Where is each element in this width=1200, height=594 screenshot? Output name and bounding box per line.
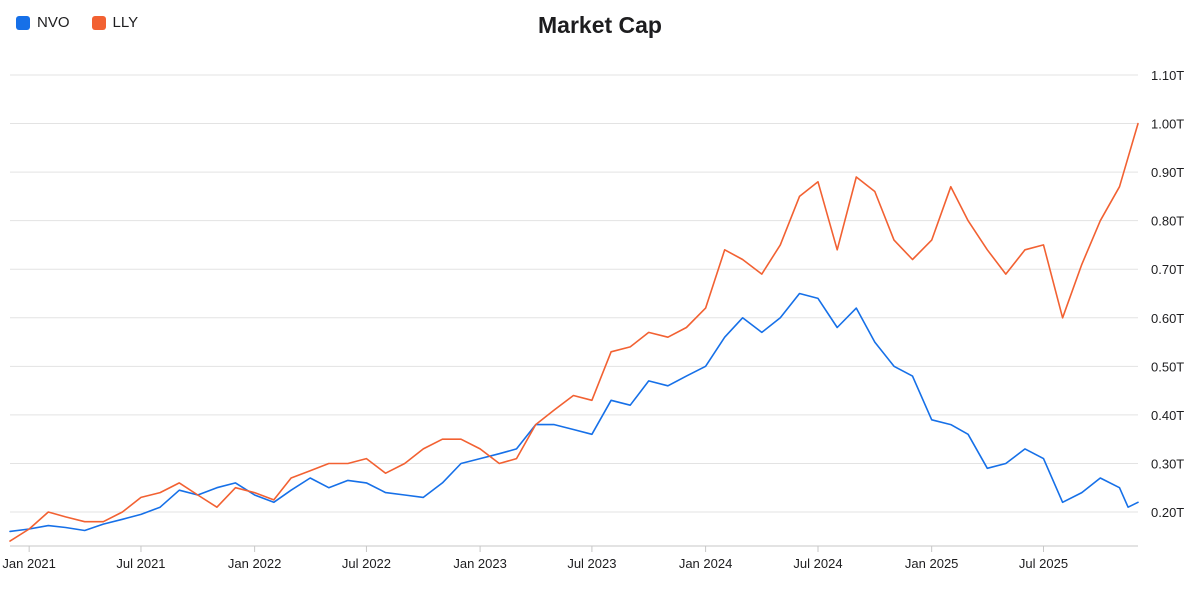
y-tick-label: 0.30T	[1151, 456, 1184, 471]
legend-label-lly: LLY	[112, 14, 139, 31]
chart-title: Market Cap	[538, 12, 662, 38]
x-tick-label: Jul 2021	[116, 556, 165, 571]
x-axis-ticks: Jan 2021 Jul 2021 Jan 2022 Jul 2022 Jan 2023…	[2, 546, 1068, 571]
y-tick-label: 0.50T	[1151, 359, 1184, 374]
x-tick-label: Jan 2021	[2, 556, 56, 571]
series-line-lly	[9, 122, 1139, 542]
x-tick-label: Jul 2023	[567, 556, 616, 571]
legend-item-nvo[interactable]: NVO	[16, 14, 70, 31]
y-axis-ticks: 0.20T 0.30T 0.40T 0.50T 0.60T 0.70T 0.80T 0.90T…	[1151, 68, 1184, 520]
x-tick-label: Jul 2022	[342, 556, 391, 571]
x-tick-label: Jan 2023	[453, 556, 507, 571]
x-tick-label: Jan 2025	[905, 556, 959, 571]
series-lines	[9, 122, 1139, 542]
y-tick-label: 0.40T	[1151, 408, 1184, 423]
y-tick-label: 0.70T	[1151, 262, 1184, 277]
legend: NVO LLY	[16, 14, 138, 31]
y-tick-label: 1.10T	[1151, 68, 1184, 83]
nvo-swatch	[16, 15, 30, 30]
series-line-nvo	[9, 292, 1139, 533]
lly-swatch	[91, 15, 106, 30]
x-tick-label: Jul 2024	[793, 556, 842, 571]
legend-item-lly[interactable]: LLY	[91, 14, 139, 31]
y-tick-label: 0.90T	[1151, 165, 1184, 180]
y-tick-label: 0.20T	[1151, 505, 1184, 520]
x-tick-label: Jan 2024	[679, 556, 733, 571]
y-tick-label: 0.60T	[1151, 311, 1184, 326]
x-tick-label: Jul 2025	[1019, 556, 1068, 571]
y-tick-label: 0.80T	[1151, 214, 1184, 229]
x-tick-label: Jan 2022	[228, 556, 282, 571]
gridlines	[10, 74, 1138, 547]
legend-label-nvo: NVO	[37, 14, 70, 31]
y-tick-label: 1.00T	[1151, 117, 1184, 132]
